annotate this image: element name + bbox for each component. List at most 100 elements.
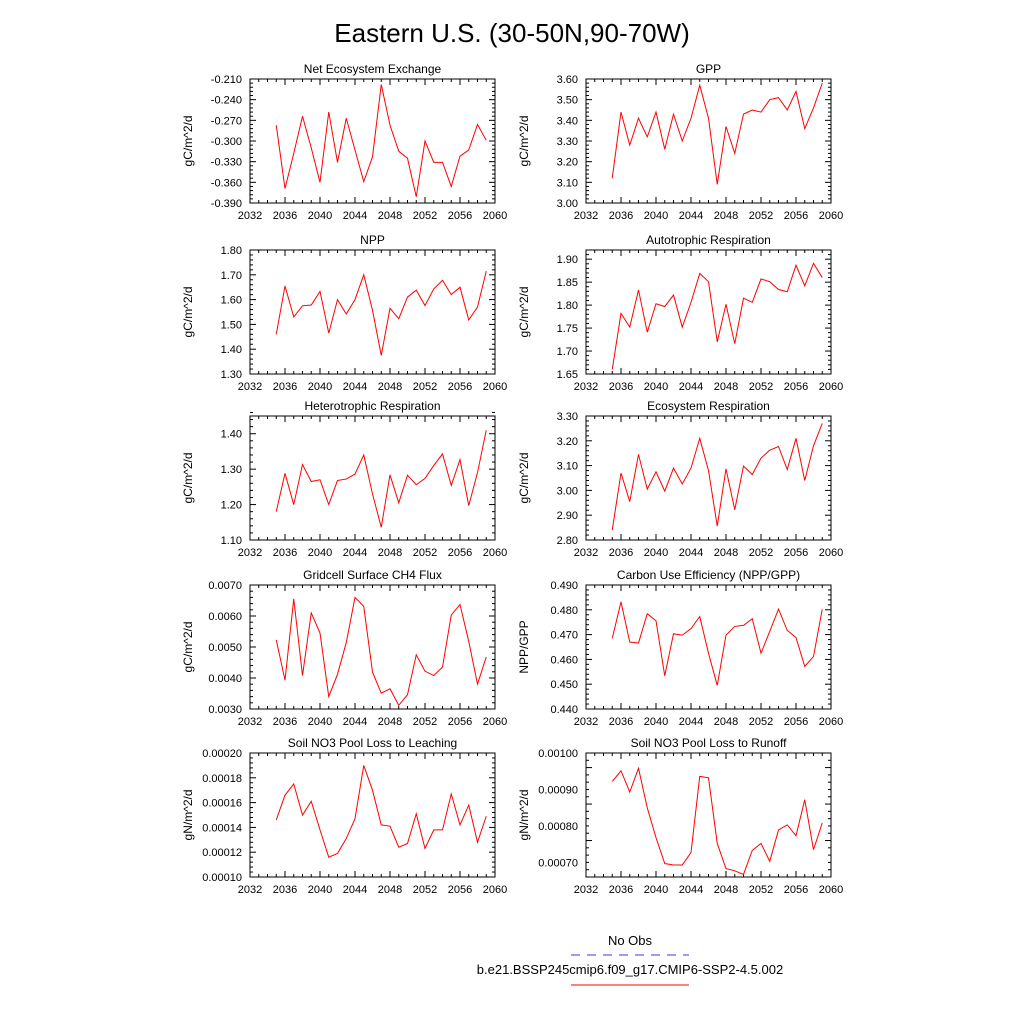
y-tick-label: 3.40 — [557, 115, 578, 127]
y-tick-label: 3.20 — [557, 436, 578, 448]
x-tick-label: 2032 — [238, 716, 262, 728]
plot-frame — [249, 752, 496, 878]
x-tick-label: 2036 — [273, 716, 297, 728]
x-tick-label: 2048 — [714, 547, 738, 559]
y-tick-label: 3.00 — [557, 485, 578, 497]
y-tick-label: -0.360 — [211, 177, 242, 189]
series-line — [611, 766, 823, 876]
plot-frame — [585, 78, 832, 204]
x-tick-label: 2032 — [238, 547, 262, 559]
x-tick-label: 2052 — [749, 210, 773, 222]
panel-title: Soil NO3 Pool Loss to Leaching — [288, 736, 457, 750]
series-line — [611, 601, 823, 686]
x-tick-label: 2048 — [378, 884, 402, 896]
x-tick-label: 2032 — [574, 210, 598, 222]
legend: No Obs b.e21.BSSP245cmip6.f09_g17.CMIP6-… — [477, 933, 783, 986]
y-tick-label: -0.300 — [211, 136, 242, 148]
y-tick-label: 1.70 — [221, 270, 242, 282]
y-tick-label: 0.00010 — [202, 872, 242, 884]
x-tick-label: 2036 — [273, 547, 297, 559]
y-tick-label: 1.10 — [221, 535, 242, 547]
y-tick-label: 0.450 — [550, 679, 578, 691]
y-tick-label: 2.80 — [557, 535, 578, 547]
x-tick-label: 2056 — [448, 884, 472, 896]
x-tick-label: 2040 — [308, 716, 332, 728]
x-tick-label: 2036 — [609, 210, 633, 222]
y-tick-label: 0.00018 — [202, 773, 242, 785]
y-tick-label: 0.0060 — [208, 611, 242, 623]
x-tick-label: 2044 — [343, 547, 367, 559]
y-tick-label: -0.210 — [211, 74, 242, 86]
x-tick-label: 2060 — [483, 547, 507, 559]
x-tick-label: 2060 — [819, 381, 843, 393]
y-axis-label: NPP/GPP — [517, 620, 531, 673]
chart-panel-8: Soil NO3 Pool Loss to Leaching gN/m^2/d 20… — [181, 736, 507, 896]
y-tick-label: 1.40 — [221, 429, 242, 441]
series-line — [275, 430, 487, 528]
y-tick-label: 1.30 — [221, 369, 242, 381]
series-line — [611, 82, 823, 185]
y-tick-label: 1.70 — [557, 346, 578, 358]
x-tick-label: 2052 — [749, 716, 773, 728]
panel-title: Net Ecosystem Exchange — [304, 62, 442, 76]
y-tick-label: 3.00 — [557, 198, 578, 210]
y-axis-label: gN/m^2/d — [517, 790, 531, 841]
x-tick-label: 2056 — [448, 547, 472, 559]
y-tick-label: 0.00014 — [202, 822, 242, 834]
y-tick-label: 3.20 — [557, 157, 578, 169]
x-tick-label: 2040 — [644, 547, 668, 559]
legend-label-model: b.e21.BSSP245cmip6.f09_g17.CMIP6-SSP2-4.… — [477, 962, 783, 977]
series-line — [275, 270, 487, 356]
x-tick-label: 2032 — [574, 716, 598, 728]
y-tick-label: 1.20 — [221, 500, 242, 512]
x-tick-label: 2052 — [749, 547, 773, 559]
chart-panel-6: Gridcell Surface CH4 Flux gC/m^2/d 2032 203… — [181, 568, 507, 728]
x-tick-label: 2044 — [679, 716, 703, 728]
y-tick-label: 0.480 — [550, 605, 578, 617]
y-tick-label: 0.00020 — [202, 748, 242, 760]
y-tick-label: 0.490 — [550, 580, 578, 592]
x-tick-label: 2048 — [714, 381, 738, 393]
x-tick-label: 2060 — [819, 210, 843, 222]
y-axis-label: gC/m^2/d — [181, 116, 195, 167]
x-tick-label: 2060 — [483, 210, 507, 222]
x-tick-label: 2056 — [784, 716, 808, 728]
y-tick-label: 0.00012 — [202, 847, 242, 859]
panel-title: GPP — [696, 62, 721, 76]
x-tick-label: 2032 — [574, 381, 598, 393]
y-tick-label: 0.00016 — [202, 798, 242, 810]
x-tick-label: 2040 — [644, 210, 668, 222]
y-axis-label: gC/m^2/d — [517, 287, 531, 338]
x-tick-label: 2040 — [644, 716, 668, 728]
chart-panel-2: NPP gC/m^2/d 2032 2036 2040 2044 2048 2052 2056 2… — [181, 233, 507, 393]
y-tick-label: 3.10 — [557, 461, 578, 473]
y-tick-label: 0.440 — [550, 704, 578, 716]
y-tick-label: -0.240 — [211, 95, 242, 107]
x-tick-label: 2052 — [413, 210, 437, 222]
x-tick-label: 2036 — [609, 716, 633, 728]
x-tick-label: 2044 — [679, 381, 703, 393]
x-tick-label: 2036 — [273, 884, 297, 896]
y-tick-label: 1.50 — [221, 319, 242, 331]
chart-panel-5: Ecosystem Respiration gC/m^2/d 2032 2036 204… — [517, 399, 843, 559]
chart-panel-0: Net Ecosystem Exchange gC/m^2/d 2032 2036 20… — [181, 62, 507, 222]
y-tick-label: 1.75 — [557, 323, 578, 335]
panel-title: Heterotrophic Respiration — [304, 399, 440, 413]
y-axis-label: gC/m^2/d — [517, 116, 531, 167]
x-tick-label: 2032 — [574, 547, 598, 559]
chart-panel-4: Heterotrophic Respiration gC/m^2/d 2032 203… — [181, 399, 507, 559]
plot-frame — [249, 78, 496, 204]
series-line — [275, 765, 487, 858]
panel-title: Carbon Use Efficiency (NPP/GPP) — [617, 568, 800, 582]
x-tick-label: 2040 — [308, 381, 332, 393]
panels-group: Net Ecosystem Exchange gC/m^2/d 2032 2036 20… — [181, 62, 843, 896]
x-tick-label: 2056 — [784, 210, 808, 222]
x-tick-label: 2044 — [679, 884, 703, 896]
y-tick-label: 1.65 — [557, 369, 578, 381]
x-tick-label: 2060 — [483, 884, 507, 896]
x-tick-label: 2052 — [413, 547, 437, 559]
legend-label-no-obs: No Obs — [608, 933, 653, 948]
y-tick-label: 0.0050 — [208, 642, 242, 654]
plot-frame — [585, 249, 832, 375]
